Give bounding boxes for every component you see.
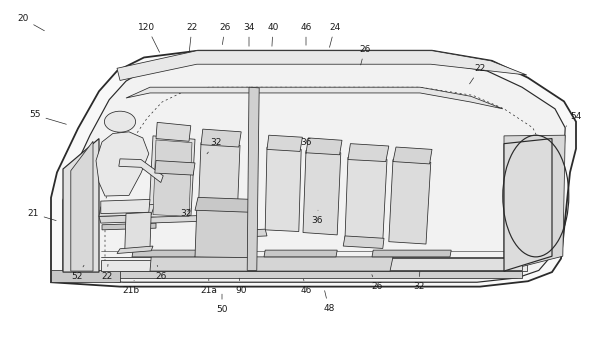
Text: 32: 32 <box>207 138 221 154</box>
Text: 50: 50 <box>216 294 228 314</box>
Polygon shape <box>264 250 337 257</box>
Text: 36: 36 <box>311 210 323 225</box>
Text: 54: 54 <box>566 112 581 126</box>
Text: 40: 40 <box>268 23 278 46</box>
Polygon shape <box>303 150 341 235</box>
Polygon shape <box>117 246 153 254</box>
Polygon shape <box>306 138 342 155</box>
Text: 46: 46 <box>301 279 311 295</box>
Polygon shape <box>249 229 267 237</box>
Text: 22: 22 <box>187 23 197 51</box>
Text: 34: 34 <box>244 23 254 46</box>
Polygon shape <box>348 144 389 162</box>
Ellipse shape <box>104 111 136 132</box>
Polygon shape <box>125 212 151 250</box>
Text: 26: 26 <box>359 45 370 65</box>
Polygon shape <box>201 129 241 147</box>
Polygon shape <box>99 215 151 223</box>
Text: 26: 26 <box>220 23 230 45</box>
Polygon shape <box>198 143 240 221</box>
Text: 90: 90 <box>235 278 247 295</box>
Polygon shape <box>117 51 527 80</box>
Polygon shape <box>155 161 195 175</box>
Polygon shape <box>149 136 195 219</box>
Polygon shape <box>51 270 120 282</box>
Polygon shape <box>102 223 156 230</box>
Text: 22: 22 <box>470 64 485 84</box>
Polygon shape <box>132 250 197 257</box>
Text: 21a: 21a <box>200 279 217 295</box>
Text: 46: 46 <box>301 23 311 45</box>
Text: 36: 36 <box>300 138 312 154</box>
Polygon shape <box>71 141 93 271</box>
Polygon shape <box>65 271 522 278</box>
Polygon shape <box>249 258 522 270</box>
Text: 32: 32 <box>181 209 191 218</box>
Text: 52: 52 <box>71 265 84 281</box>
Text: 55: 55 <box>29 111 67 124</box>
Polygon shape <box>150 257 393 271</box>
Text: 26: 26 <box>155 265 166 281</box>
Polygon shape <box>51 51 576 287</box>
Polygon shape <box>153 140 192 216</box>
Polygon shape <box>101 199 150 214</box>
Text: 32: 32 <box>413 271 424 291</box>
Polygon shape <box>265 147 301 232</box>
Polygon shape <box>99 204 155 216</box>
Polygon shape <box>345 157 387 241</box>
Polygon shape <box>156 122 191 141</box>
Polygon shape <box>63 139 99 272</box>
Text: 22: 22 <box>101 264 112 281</box>
Polygon shape <box>147 216 198 223</box>
Polygon shape <box>119 159 163 183</box>
Text: 26: 26 <box>371 275 382 291</box>
Polygon shape <box>393 147 432 164</box>
Polygon shape <box>343 236 384 248</box>
Text: 24: 24 <box>329 23 340 47</box>
Text: 48: 48 <box>323 291 334 313</box>
Polygon shape <box>247 87 259 270</box>
Text: 20: 20 <box>17 14 44 31</box>
Polygon shape <box>267 135 302 151</box>
Polygon shape <box>504 139 552 271</box>
Polygon shape <box>504 135 565 271</box>
Text: 120: 120 <box>139 23 160 52</box>
Polygon shape <box>63 62 565 282</box>
Polygon shape <box>101 260 527 271</box>
Text: 21b: 21b <box>122 281 139 295</box>
Polygon shape <box>195 208 251 258</box>
Polygon shape <box>389 160 431 244</box>
Text: 21: 21 <box>28 209 56 221</box>
Polygon shape <box>96 132 149 196</box>
Polygon shape <box>195 197 253 212</box>
Polygon shape <box>126 87 503 109</box>
Polygon shape <box>372 250 451 257</box>
